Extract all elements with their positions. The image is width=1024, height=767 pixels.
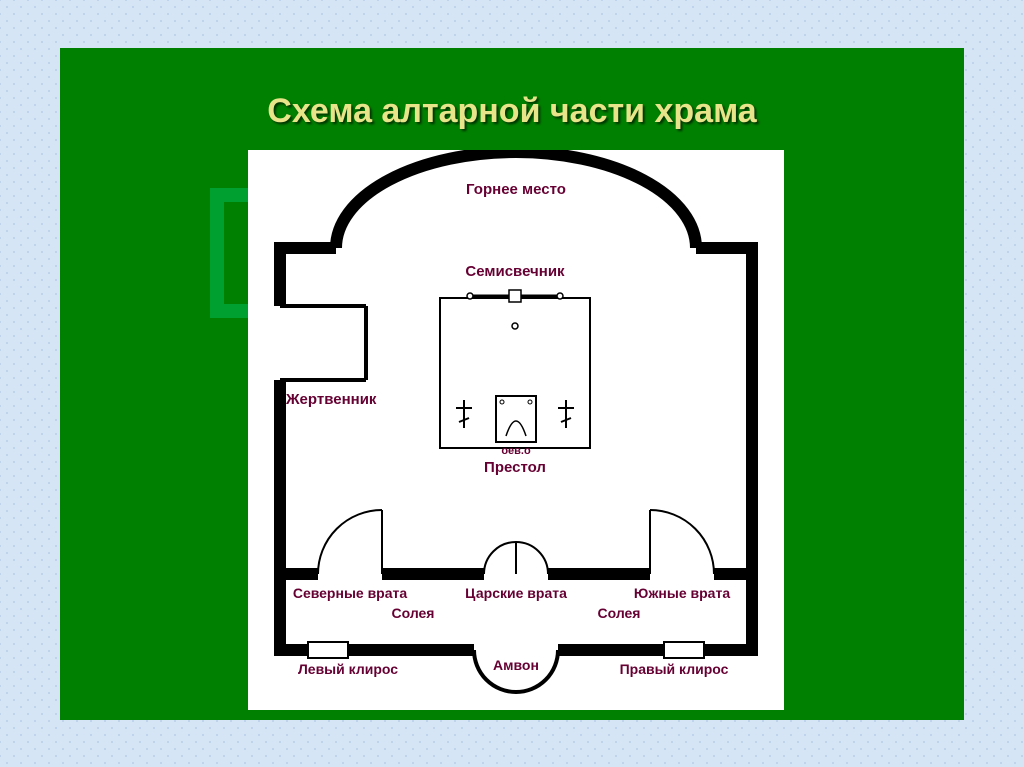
label-south-gate: Южные врата: [634, 585, 730, 601]
label-solea-right: Солея: [598, 605, 641, 621]
label-ambo: Амвон: [493, 657, 539, 673]
label-left-kliros: Левый клирос: [298, 661, 398, 677]
prestol-dot: [512, 323, 518, 329]
royal-gate: [516, 542, 548, 574]
label-north-gate: Северные врата: [293, 585, 408, 601]
label-gornee-mesto: Горнее место: [466, 181, 566, 198]
slide-title: Схема алтарной части храма: [60, 92, 964, 131]
semisvechnik-end: [467, 293, 473, 299]
label-oev: оев.о: [501, 445, 531, 457]
label-zhertvennik: Жертвенник: [285, 391, 377, 408]
royal-gate: [484, 542, 516, 574]
apse-wall: [336, 152, 696, 248]
label-prestol: Престол: [484, 459, 546, 476]
right-kliros-mark: [664, 642, 704, 658]
label-royal-gate: Царские врата: [465, 585, 567, 601]
semisvechnik-center: [509, 290, 521, 302]
prestol-box: [440, 298, 590, 448]
semisvechnik-end: [557, 293, 563, 299]
label-semisvechnik: Семисвечник: [465, 263, 565, 280]
cross-icon: [558, 400, 574, 428]
altar-diagram: Горнее место Семисвечник Жертвенник Престол…: [248, 150, 784, 710]
left-kliros-mark: [308, 642, 348, 658]
label-right-kliros: Правый клирос: [620, 661, 729, 677]
gospel-arch: [506, 421, 526, 436]
slide: Схема алтарной части храма Горнее место С…: [60, 48, 964, 720]
cross-icon: [456, 400, 472, 428]
label-solea-left: Солея: [392, 605, 435, 621]
south-gate: [650, 510, 714, 574]
gospel-dot: [528, 400, 532, 404]
gospel-box: [496, 396, 536, 442]
north-gate: [318, 510, 382, 574]
gospel-dot: [500, 400, 504, 404]
slide-background: Схема алтарной части храма Горнее место С…: [0, 0, 1024, 767]
